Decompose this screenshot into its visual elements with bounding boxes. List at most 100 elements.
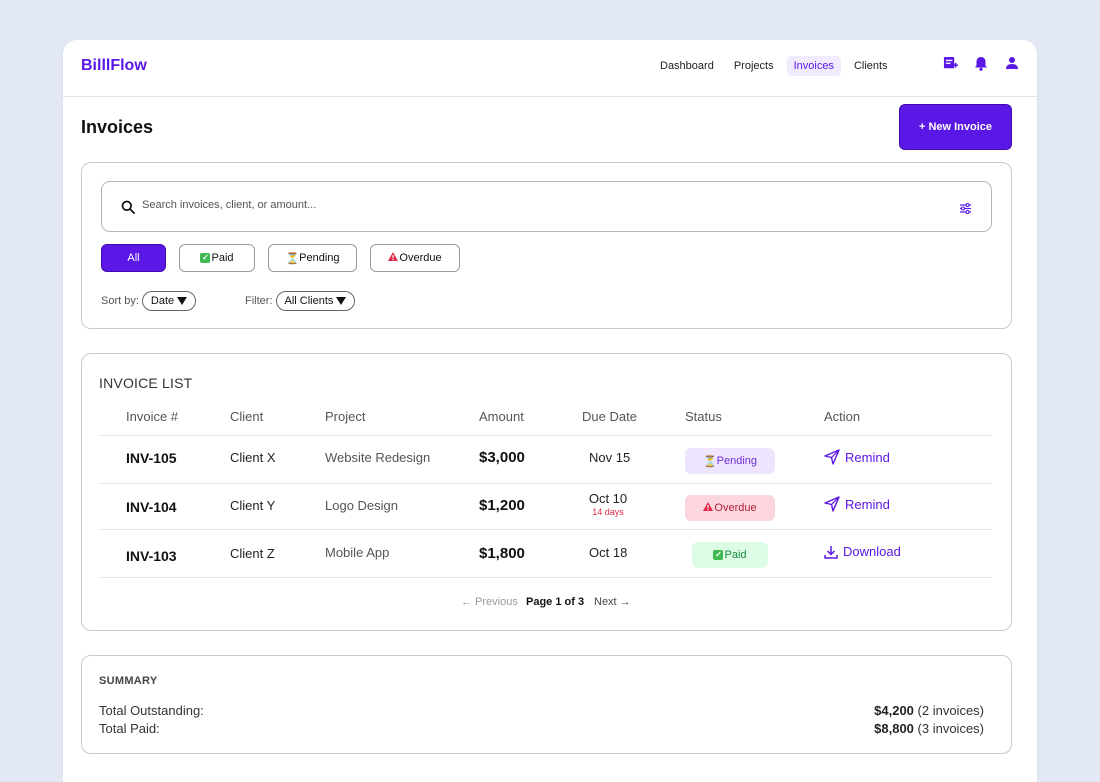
previous-page-button[interactable]: ← Previous bbox=[461, 596, 518, 608]
check-icon: ✓ bbox=[713, 550, 724, 560]
paid-count: (3 invoices) bbox=[917, 721, 984, 736]
app-logo[interactable]: BilllFlow bbox=[81, 57, 147, 74]
invoice-id[interactable]: INV-105 bbox=[126, 450, 177, 466]
invoice-due-date: Oct 18 bbox=[589, 545, 628, 560]
invoice-amount: $1,200 bbox=[479, 497, 525, 514]
chip-overdue[interactable]: Overdue bbox=[370, 244, 460, 272]
page-title: Invoices bbox=[81, 117, 154, 137]
app-window: BilllFlow Dashboard Projects Invoices Cl… bbox=[63, 40, 1037, 782]
main-nav: Dashboard Projects Invoices Clients bbox=[653, 56, 901, 76]
status-badge-label: Overdue bbox=[714, 502, 757, 514]
search-input[interactable] bbox=[142, 199, 922, 211]
col-header-action: Action bbox=[824, 409, 861, 424]
download-button[interactable]: Download bbox=[824, 544, 901, 559]
send-icon bbox=[824, 449, 840, 465]
sort-label: Sort by: bbox=[101, 295, 139, 307]
dropdown-triangle-icon bbox=[336, 297, 347, 305]
invoice-project: Website Redesign bbox=[325, 450, 431, 465]
status-chips: All ✓ Paid ⏳ Pending Overdue bbox=[101, 244, 473, 272]
col-header-client[interactable]: Client bbox=[230, 409, 264, 424]
warning-icon bbox=[703, 502, 714, 514]
sort-value: Date bbox=[150, 295, 175, 307]
sort-control: Sort by: Date bbox=[101, 291, 197, 311]
status-badge: ✓ Paid bbox=[692, 542, 768, 568]
invoice-client: Client Z bbox=[230, 546, 275, 561]
next-page-button[interactable]: Next → bbox=[594, 596, 631, 608]
divider bbox=[99, 435, 992, 436]
divider bbox=[99, 577, 992, 578]
dropdown-triangle-icon bbox=[177, 297, 188, 305]
action-label: Download bbox=[843, 544, 901, 559]
status-badge-label: Pending bbox=[716, 455, 758, 467]
chip-paid[interactable]: ✓ Paid bbox=[179, 244, 255, 272]
chip-paid-label: Paid bbox=[211, 252, 234, 264]
filter-value: All Clients bbox=[284, 295, 334, 307]
invoice-id[interactable]: INV-103 bbox=[126, 548, 177, 564]
outstanding-amount: $4,200 bbox=[874, 703, 914, 718]
page-indicator: Page 1 of 3 bbox=[526, 596, 585, 608]
client-filter-select[interactable]: All Clients bbox=[275, 291, 356, 311]
col-header-invoice[interactable]: Invoice # bbox=[126, 409, 179, 424]
remind-button[interactable]: Remind bbox=[824, 496, 890, 512]
nav-item-dashboard[interactable]: Dashboard bbox=[660, 60, 714, 72]
chip-all[interactable]: All bbox=[101, 244, 166, 272]
send-icon bbox=[824, 496, 840, 512]
remind-button[interactable]: Remind bbox=[824, 449, 890, 465]
filter-label: Filter: bbox=[245, 295, 273, 307]
invoice-list-panel: INVOICE LIST Invoice # Client Project Am… bbox=[81, 353, 1012, 631]
header-icons bbox=[941, 54, 1034, 72]
search-icon bbox=[121, 200, 135, 219]
search-filter-panel: All ✓Paid ⏳Pending Overdue Sort by: Date… bbox=[81, 162, 1012, 329]
action-label: Remind bbox=[845, 496, 890, 512]
nav-item-invoices[interactable]: Invoices bbox=[786, 56, 841, 76]
chip-all-label: All bbox=[127, 252, 140, 264]
check-icon: ✓ bbox=[200, 253, 211, 263]
due-date-value: Oct 10 bbox=[588, 491, 628, 506]
summary-panel: SUMMARY Total Outstanding: $4,200 (2 inv… bbox=[81, 655, 1012, 754]
outstanding-count: (2 invoices) bbox=[917, 703, 984, 718]
sort-select[interactable]: Date bbox=[141, 291, 197, 311]
nav-item-clients[interactable]: Clients bbox=[853, 60, 888, 72]
filter-control: Filter: All Clients bbox=[245, 291, 356, 311]
invoice-client: Client X bbox=[230, 450, 276, 465]
user-icon[interactable] bbox=[1003, 54, 1021, 72]
hourglass-icon: ⏳ bbox=[702, 455, 717, 468]
paid-value: $8,800 (3 invoices) bbox=[874, 721, 984, 736]
status-badge: ⏳ Pending bbox=[685, 448, 775, 474]
summary-title: SUMMARY bbox=[99, 675, 158, 687]
col-header-due-date[interactable]: Due Date bbox=[582, 409, 637, 424]
bell-icon[interactable] bbox=[972, 54, 990, 72]
divider bbox=[99, 529, 992, 530]
warning-icon bbox=[388, 252, 399, 264]
invoice-project: Logo Design bbox=[325, 498, 398, 513]
overdue-days: 14 days bbox=[592, 507, 624, 517]
add-note-icon[interactable] bbox=[941, 54, 959, 72]
status-badge: Overdue bbox=[685, 495, 775, 521]
outstanding-label: Total Outstanding: bbox=[99, 703, 204, 718]
action-label: Remind bbox=[845, 449, 890, 465]
chip-pending[interactable]: ⏳ Pending bbox=[268, 244, 357, 272]
new-invoice-button[interactable]: + New Invoice bbox=[899, 104, 1012, 150]
invoice-amount: $1,800 bbox=[479, 545, 525, 562]
chip-overdue-label: Overdue bbox=[399, 252, 442, 264]
invoice-amount: $3,000 bbox=[479, 449, 525, 466]
outstanding-value: $4,200 (2 invoices) bbox=[874, 703, 984, 718]
download-icon bbox=[824, 545, 838, 559]
col-header-amount[interactable]: Amount bbox=[479, 409, 524, 424]
col-header-status[interactable]: Status bbox=[685, 409, 722, 424]
paid-label: Total Paid: bbox=[99, 721, 160, 736]
top-header: BilllFlow Dashboard Projects Invoices Cl… bbox=[63, 40, 1037, 97]
nav-item-projects[interactable]: Projects bbox=[733, 60, 774, 72]
col-header-project[interactable]: Project bbox=[325, 409, 366, 424]
search-box[interactable] bbox=[101, 181, 992, 232]
invoice-due-date: Nov 15 bbox=[589, 450, 631, 465]
invoice-id[interactable]: INV-104 bbox=[126, 499, 177, 515]
hourglass-icon: ⏳ bbox=[285, 252, 300, 265]
paid-amount: $8,800 bbox=[874, 721, 914, 736]
divider bbox=[99, 483, 992, 484]
sliders-icon[interactable] bbox=[959, 202, 972, 220]
invoice-project: Mobile App bbox=[325, 545, 390, 560]
status-badge-label: Paid bbox=[724, 549, 747, 561]
invoice-list-title: INVOICE LIST bbox=[99, 375, 193, 391]
invoice-due-date: Oct 10 14 days bbox=[584, 491, 632, 517]
